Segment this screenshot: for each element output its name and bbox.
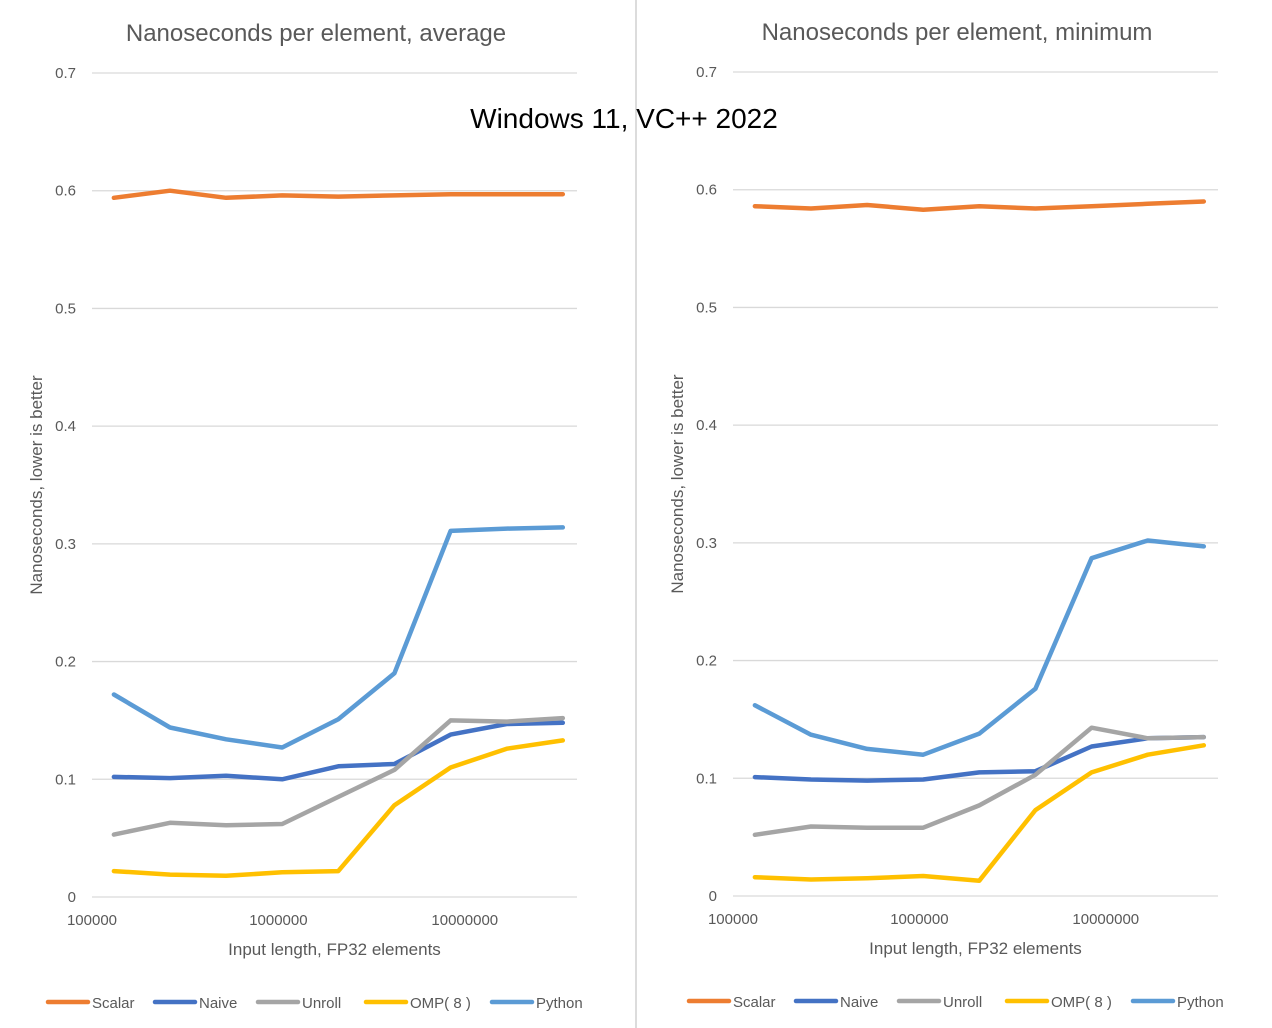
chart-title: Nanoseconds per element, average	[126, 20, 506, 47]
legend-label: Python	[536, 995, 583, 1012]
y-tick-label: 0	[709, 888, 717, 905]
legend-label: Python	[1177, 994, 1224, 1011]
chart-minimum: Nanoseconds per element, minimum 0 0.1 0.2 0…	[668, 19, 1224, 1011]
legend-label: Scalar	[92, 995, 135, 1012]
series-line-naive	[752, 734, 1207, 783]
y-tick-label: 0.4	[55, 418, 76, 435]
y-tick-label: 0.1	[55, 771, 76, 788]
x-tick-label: 100000	[708, 911, 758, 928]
legend-label: Unroll	[302, 995, 341, 1012]
legend-label: OMP( 8 )	[410, 995, 471, 1012]
x-tick-label: 1000000	[890, 911, 948, 928]
y-tick-label: 0.4	[696, 417, 717, 434]
y-tick-label: 0.6	[696, 182, 717, 199]
y-tick-label: 0.7	[55, 65, 76, 82]
chart-average: Nanoseconds per element, average 0 0.1 0.2 0…	[27, 20, 583, 1012]
page-title: Windows 11, VC++ 2022	[470, 103, 778, 134]
x-tick-label: 100000	[67, 912, 117, 929]
chart-title: Nanoseconds per element, minimum	[762, 19, 1153, 46]
series-line-naive	[111, 720, 566, 782]
y-tick-label: 0.3	[55, 536, 76, 553]
legend-label: Naive	[199, 995, 237, 1012]
y-axis-label: Nanoseconds, lower is better	[27, 375, 46, 595]
y-tick-label: 0.5	[55, 300, 76, 317]
series-line-omp-8	[752, 743, 1207, 883]
y-tick-label: 0.3	[696, 535, 717, 552]
series-line-python	[752, 538, 1207, 757]
x-tick-label: 1000000	[249, 912, 307, 929]
legend-label: Scalar	[733, 994, 776, 1011]
x-tick-label: 10000000	[1072, 911, 1139, 928]
x-axis-label: Input length, FP32 elements	[869, 939, 1082, 958]
series-line-python	[111, 525, 566, 750]
y-tick-label: 0.2	[55, 654, 76, 671]
series-line-scalar	[752, 199, 1207, 212]
series-line-unroll	[752, 725, 1207, 838]
y-tick-label: 0.7	[696, 64, 717, 81]
y-tick-label: 0.6	[55, 183, 76, 200]
series-line-omp-8	[111, 738, 566, 879]
y-tick-label: 0.2	[696, 653, 717, 670]
legend-label: Unroll	[943, 994, 982, 1011]
legend-label: Naive	[840, 994, 878, 1011]
y-tick-label: 0	[68, 889, 76, 906]
series-line-unroll	[111, 715, 566, 837]
series-line-scalar	[111, 188, 566, 201]
x-axis-label: Input length, FP32 elements	[228, 940, 441, 959]
y-tick-label: 0.1	[696, 770, 717, 787]
legend-label: OMP( 8 )	[1051, 994, 1112, 1011]
y-axis-label: Nanoseconds, lower is better	[668, 374, 687, 594]
y-tick-label: 0.5	[696, 299, 717, 316]
x-tick-label: 10000000	[431, 912, 498, 929]
